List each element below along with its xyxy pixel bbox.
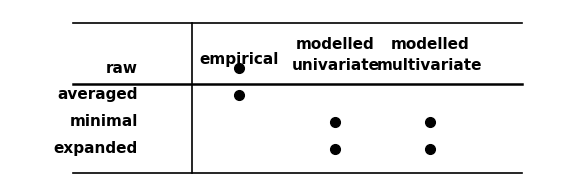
Text: multivariate: multivariate [377, 58, 483, 73]
Text: modelled: modelled [390, 37, 469, 52]
Text: minimal: minimal [69, 114, 137, 129]
Text: univariate: univariate [292, 58, 379, 73]
Text: empirical: empirical [199, 52, 278, 67]
Text: expanded: expanded [53, 141, 137, 156]
Text: raw: raw [106, 61, 137, 76]
Text: averaged: averaged [57, 87, 137, 102]
Text: modelled: modelled [296, 37, 375, 52]
